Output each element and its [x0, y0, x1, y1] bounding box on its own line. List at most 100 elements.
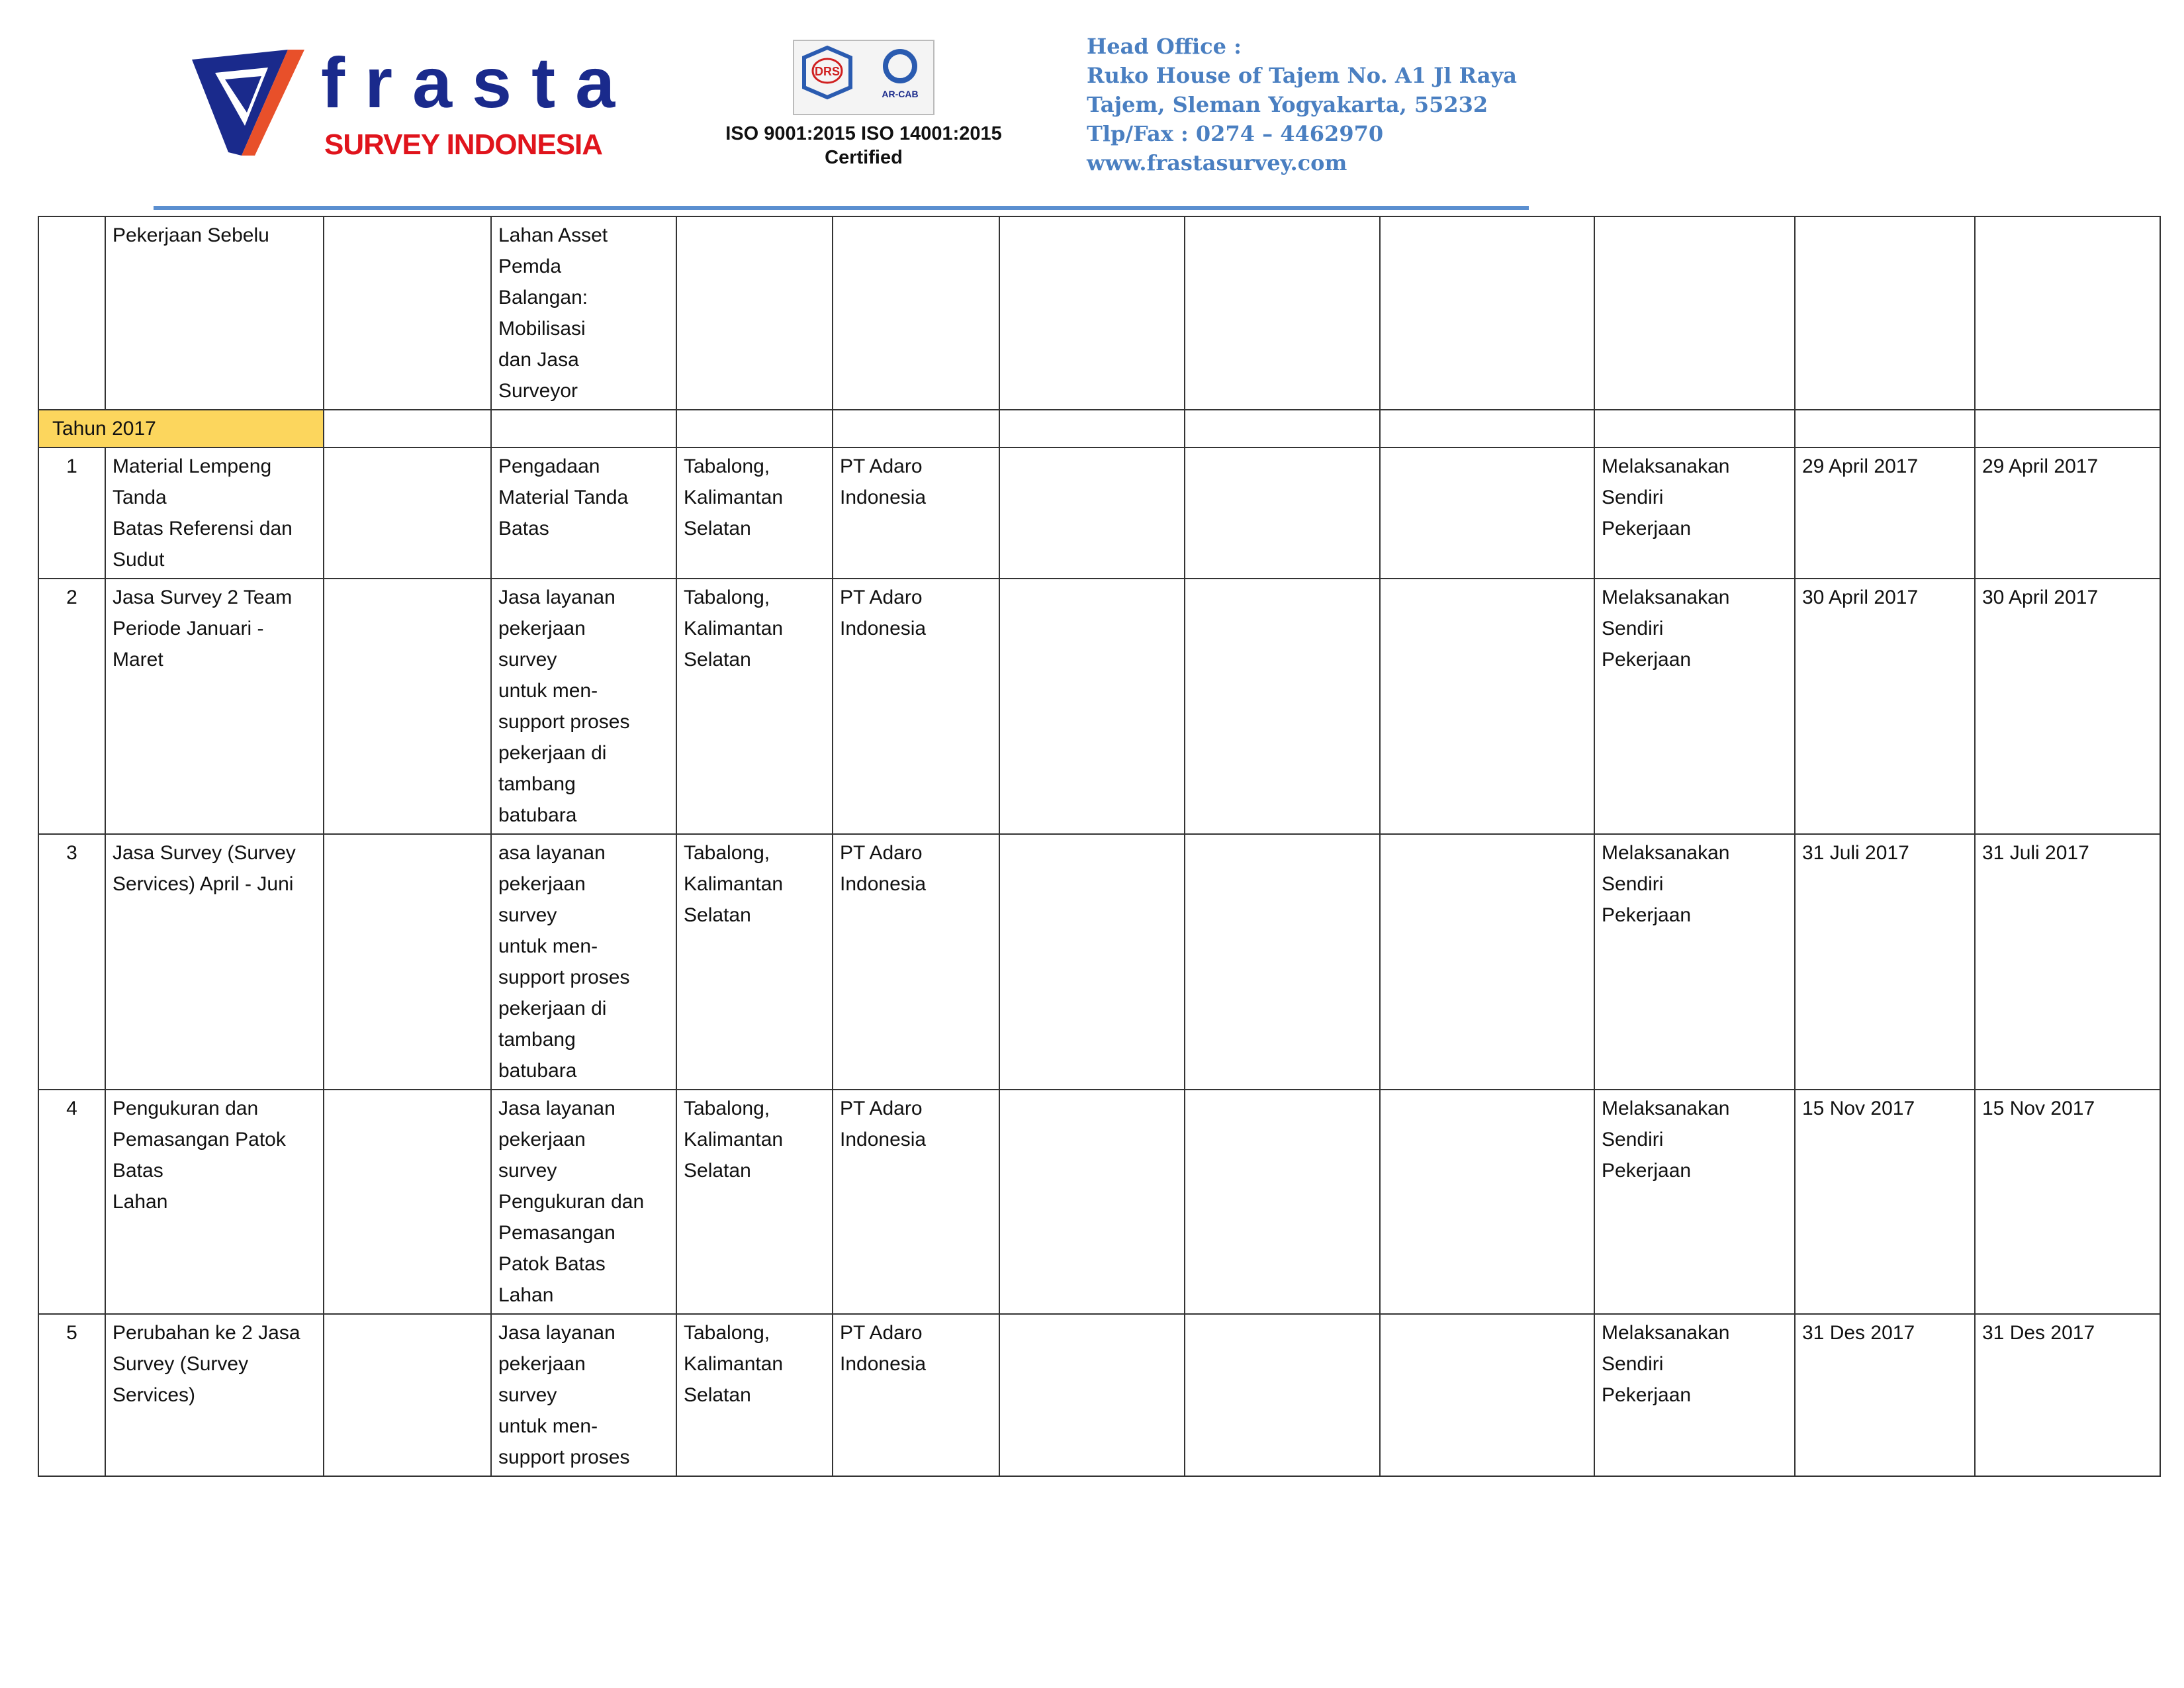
client-cell: PT Adaro Indonesia — [832, 1313, 1000, 1477]
empty-cell — [1974, 216, 2161, 410]
job-name-cell-line: Material Lempeng — [113, 455, 272, 477]
client-cell-line: PT Adaro — [840, 586, 923, 608]
iso-certification: DRS AR-CAB ISO 9001:2015 ISO 14001:2015 … — [698, 40, 1029, 169]
empty-cell — [1184, 578, 1381, 835]
job-description-cell-line: batubara — [498, 804, 577, 826]
location-cell-line: Tabalong, — [684, 1322, 770, 1344]
job-description-cell-line: Jasa layanan — [498, 586, 615, 608]
client-cell: PT Adaro Indonesia — [832, 833, 1000, 1090]
job-description-cell-line: Pemda — [498, 256, 562, 277]
row-number-cell: 4 — [38, 1089, 106, 1315]
job-name-cell-line: Batas — [113, 1160, 163, 1182]
svg-text:DRS: DRS — [815, 65, 840, 78]
empty-cell — [1184, 833, 1381, 1090]
row-number-cell — [38, 216, 106, 410]
executor-cell: Melaksanakan Sendiri Pekerjaan — [1594, 1089, 1796, 1315]
job-description-cell-line: pekerjaan — [498, 1353, 586, 1375]
job-name-cell: Pengukuran dan Pemasangan Patok Batas Lahan — [105, 1089, 324, 1315]
empty-cell — [1184, 447, 1381, 579]
end-date-cell: 30 April 2017 — [1974, 578, 2161, 835]
job-description-cell-line: survey — [498, 649, 557, 671]
head-office-address: Head Office : Ruko House of Tajem No. A1… — [1087, 32, 1517, 177]
job-name-cell-line: Services) April - Juni — [113, 873, 294, 895]
location-cell: Tabalong, Kalimantan Selatan — [676, 1313, 833, 1477]
start-date-cell: 31 Juli 2017 — [1794, 833, 1976, 1090]
location-cell-line: Selatan — [684, 904, 751, 926]
job-name-cell: Jasa Survey 2 Team Periode Januari - Maret — [105, 578, 324, 835]
job-name-cell-line: Tanda — [113, 487, 167, 508]
end-date-cell: 15 Nov 2017 — [1974, 1089, 2161, 1315]
location-cell: Tabalong, Kalimantan Selatan — [676, 1089, 833, 1315]
start-date-cell: 30 April 2017 — [1794, 578, 1976, 835]
job-description-cell-line: Patok Batas — [498, 1253, 606, 1275]
job-description-cell-line: pekerjaan — [498, 1129, 586, 1150]
client-cell-line: Indonesia — [840, 618, 927, 639]
location-cell-line: Kalimantan — [684, 487, 784, 508]
client-cell-line: Indonesia — [840, 1353, 927, 1375]
job-description-cell-line: untuk men- — [498, 680, 598, 702]
table-row: 4 Pengukuran dan Pemasangan Patok Batas Laha… — [38, 1089, 2161, 1315]
end-date-cell: 29 April 2017 — [1974, 447, 2161, 579]
iso-standards: ISO 9001:2015 ISO 14001:2015 — [725, 123, 1002, 144]
location-cell-line: Selatan — [684, 1160, 751, 1182]
row-number-cell: 3 — [38, 833, 106, 1090]
job-description-cell-line: Jasa layanan — [498, 1322, 615, 1344]
job-description-cell: Jasa layanan pekerjaan survey untuk men-sup… — [490, 578, 677, 835]
empty-cell — [999, 409, 1185, 448]
empty-cell — [323, 833, 492, 1090]
executor-cell-line: Melaksanakan — [1602, 586, 1730, 608]
empty-cell — [1794, 409, 1976, 448]
executor-cell-line: Sendiri — [1602, 873, 1664, 895]
location-cell: Tabalong, Kalimantan Selatan — [676, 578, 833, 835]
row-number-cell: 5 — [38, 1313, 106, 1477]
job-description-cell-line: untuk men- — [498, 1415, 598, 1437]
start-date-cell: 15 Nov 2017 — [1794, 1089, 1976, 1315]
job-description-cell-line: Lahan Asset — [498, 224, 608, 246]
job-name-cell-line: Maret — [113, 649, 163, 671]
job-description-cell-line: pekerjaan — [498, 873, 586, 895]
executor-cell-line: Pekerjaan — [1602, 518, 1692, 539]
empty-cell — [1184, 1313, 1381, 1477]
location-cell-line: Tabalong, — [684, 842, 770, 864]
certification-badge-icon: DRS AR-CAB — [793, 40, 934, 115]
job-name-cell-line: Batas Referensi dan — [113, 518, 293, 539]
job-name-cell-line: Jasa Survey 2 Team — [113, 586, 293, 608]
client-cell-line: Indonesia — [840, 873, 927, 895]
location-cell-line: Tabalong, — [684, 1098, 770, 1119]
executor-cell-line: Pekerjaan — [1602, 904, 1692, 926]
empty-cell — [490, 409, 677, 448]
year-section-row: Tahun 2017 — [38, 409, 2161, 448]
header-divider — [154, 206, 1529, 210]
office-website[interactable]: www.frastasurvey.com — [1087, 150, 1347, 175]
client-cell-line: Indonesia — [840, 1129, 927, 1150]
empty-cell — [676, 409, 833, 448]
empty-cell — [1184, 1089, 1381, 1315]
job-description-cell-line: tambang — [498, 1029, 576, 1051]
executor-cell: Melaksanakan Sendiri Pekerjaan — [1594, 833, 1796, 1090]
job-name-cell: Perubahan ke 2 Jasa Survey (Survey Service… — [105, 1313, 324, 1477]
job-description-cell: Jasa layanan pekerjaan survey Pengukuran da… — [490, 1089, 677, 1315]
empty-cell — [999, 1313, 1185, 1477]
job-description-cell-line: asa layanan — [498, 842, 606, 864]
office-phone: Tlp/Fax : 0274 – 4462970 — [1087, 121, 1384, 146]
job-description-cell-line: pekerjaan — [498, 618, 586, 639]
office-heading: Head Office : — [1087, 34, 1242, 59]
empty-cell — [323, 578, 492, 835]
location-cell: Tabalong, Kalimantan Selatan — [676, 833, 833, 1090]
row-number-cell: 2 — [38, 578, 106, 835]
empty-cell — [1794, 216, 1976, 410]
table-row: 3 Jasa Survey (Survey Services) April - Ju… — [38, 833, 2161, 1090]
frasta-emblem-icon — [192, 50, 304, 156]
job-description-cell-line: support proses — [498, 966, 630, 988]
job-description-cell-line: Lahan — [498, 1284, 554, 1306]
job-description-cell-line: survey — [498, 1384, 557, 1406]
job-description-cell-line: Batas — [498, 518, 549, 539]
job-name-cell-line: Periode Januari - — [113, 618, 264, 639]
job-name-cell-line: Lahan — [113, 1191, 168, 1213]
empty-cell — [1379, 578, 1595, 835]
job-description-cell-line: Mobilisasi — [498, 318, 586, 340]
executor-cell: Melaksanakan Sendiri Pekerjaan — [1594, 447, 1796, 579]
executor-cell-line: Pekerjaan — [1602, 649, 1692, 671]
location-cell-line: Selatan — [684, 649, 751, 671]
job-description-cell-line: Pengadaan — [498, 455, 600, 477]
